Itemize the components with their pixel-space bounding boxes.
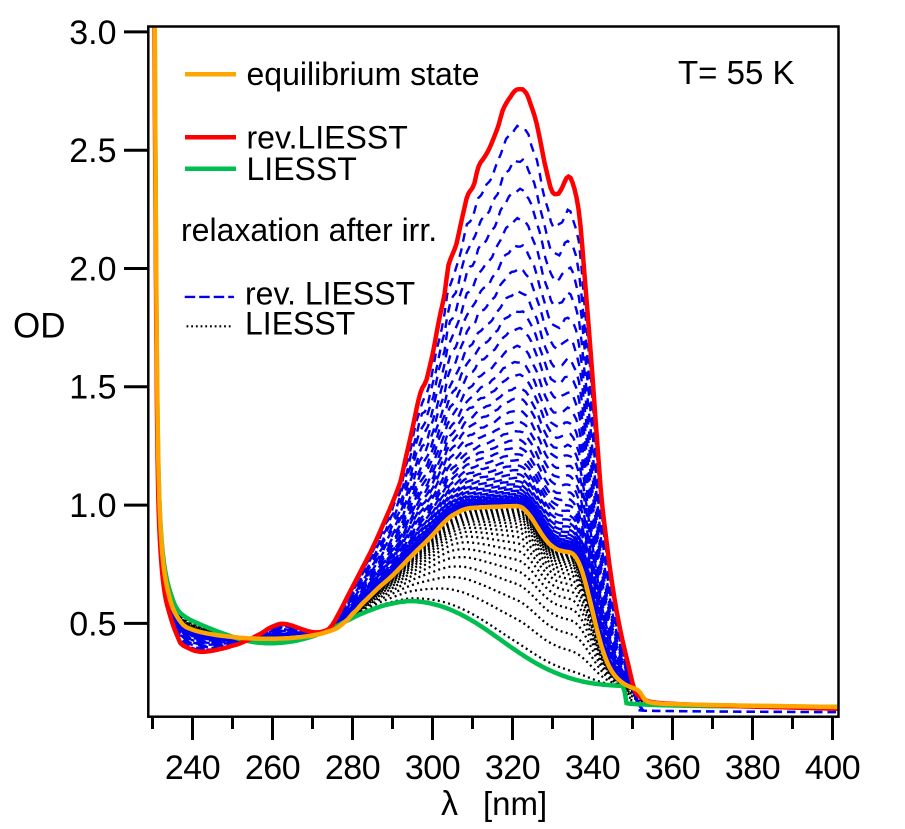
- svg-text:T= 55 K: T= 55 K: [678, 54, 794, 91]
- svg-text:0.5: 0.5: [69, 605, 116, 643]
- svg-text:280: 280: [325, 749, 380, 787]
- svg-text:rev.LIESST: rev.LIESST: [247, 120, 408, 156]
- svg-text:400: 400: [805, 749, 860, 787]
- svg-text:3.0: 3.0: [69, 14, 116, 52]
- svg-text:[nm]: [nm]: [483, 785, 547, 822]
- svg-text:relaxation after irr.: relaxation after irr.: [181, 212, 437, 248]
- svg-text:320: 320: [485, 749, 540, 787]
- svg-text:λ: λ: [441, 785, 458, 823]
- svg-text:340: 340: [565, 749, 620, 787]
- svg-text:2.5: 2.5: [69, 132, 116, 170]
- svg-text:equilibrium state: equilibrium state: [247, 56, 480, 92]
- svg-text:1.0: 1.0: [69, 487, 116, 525]
- svg-text:2.0: 2.0: [69, 250, 116, 288]
- svg-text:rev. LIESST: rev. LIESST: [245, 276, 415, 312]
- svg-text:OD: OD: [13, 307, 66, 346]
- svg-text:360: 360: [645, 749, 700, 787]
- svg-text:LIESST: LIESST: [245, 306, 355, 342]
- svg-text:1.5: 1.5: [69, 369, 116, 407]
- svg-text:300: 300: [405, 749, 460, 787]
- svg-text:260: 260: [245, 749, 300, 787]
- svg-text:240: 240: [165, 749, 220, 787]
- svg-text:380: 380: [725, 749, 780, 787]
- svg-text:LIESST: LIESST: [247, 151, 357, 187]
